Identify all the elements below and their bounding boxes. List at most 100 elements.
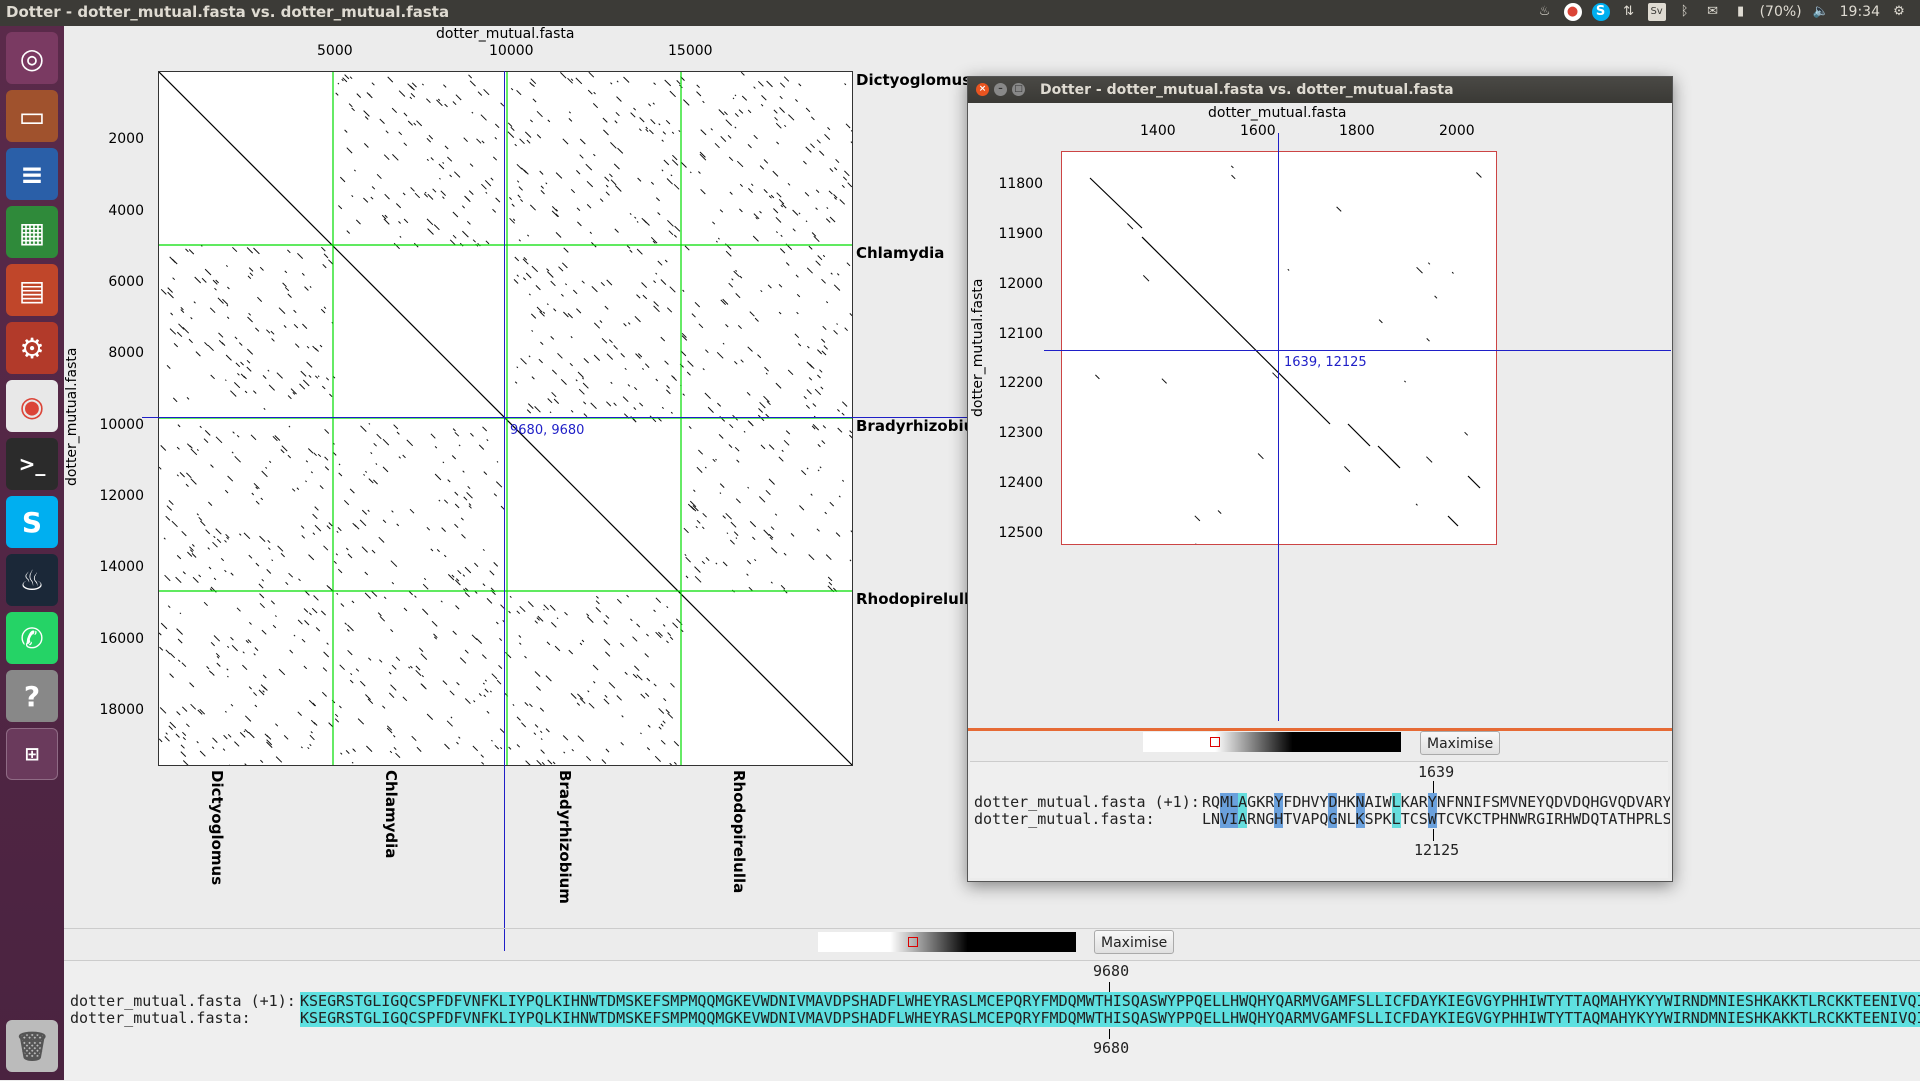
skype-icon[interactable]: S xyxy=(1592,3,1610,21)
zoom-crosshair-horizontal[interactable] xyxy=(1044,350,1671,351)
dotplot-dot xyxy=(698,172,700,174)
dotplot-dot xyxy=(325,467,329,471)
volume-icon[interactable]: 🔈 xyxy=(1812,3,1830,21)
writer-icon[interactable]: ≡ xyxy=(6,148,58,200)
skype-launcher-icon[interactable]: S xyxy=(6,496,58,548)
dotplot-dot xyxy=(249,555,252,558)
residue: N xyxy=(1256,810,1265,828)
dotplot-dot xyxy=(614,345,618,349)
zoom-greyramp-tool[interactable] xyxy=(1143,732,1401,752)
mail-icon[interactable]: ✉ xyxy=(1704,3,1722,21)
dotplot-dot xyxy=(336,554,338,556)
dotplot-dot xyxy=(474,563,478,567)
dotplot-dot xyxy=(610,142,616,148)
zoom-crosshair-vertical[interactable] xyxy=(1278,133,1279,721)
battery-icon[interactable]: ▮ xyxy=(1732,3,1750,21)
dotplot-dot xyxy=(727,533,728,534)
dotplot-dot xyxy=(605,177,609,181)
dotplot-dot xyxy=(166,650,170,654)
system-settings-icon[interactable]: ⚙ xyxy=(6,322,58,374)
close-icon[interactable]: × xyxy=(976,83,989,96)
zoom-alignment-seq-2[interactable]: LNVIARNGHTVAPQGNLKSPKLTCSWTCVKCTPHNWRGIR… xyxy=(1202,810,1670,828)
greyramp-tool[interactable] xyxy=(818,932,1076,952)
battery-percent[interactable]: (70%) xyxy=(1760,4,1802,20)
dotplot-dot xyxy=(643,295,647,299)
network-icon[interactable]: ⇅ xyxy=(1620,3,1638,21)
dotplot-dot xyxy=(492,674,497,679)
terminal-icon[interactable]: >_ xyxy=(6,438,58,490)
impress-icon[interactable]: ▤ xyxy=(6,264,58,316)
residue: K xyxy=(1256,793,1265,811)
dotplot-canvas[interactable] xyxy=(158,71,853,766)
dotplot-dot xyxy=(769,445,774,450)
whatsapp-icon[interactable]: ✆ xyxy=(6,612,58,664)
dotplot-dot xyxy=(611,180,616,185)
dotplot-dot xyxy=(776,232,777,233)
zoom-maximise-button[interactable]: Maximise xyxy=(1420,731,1500,755)
calc-icon[interactable]: ▦ xyxy=(6,206,58,258)
dotplot-dot xyxy=(243,652,245,654)
dotplot-dot xyxy=(748,110,751,113)
chrome-launcher-icon[interactable]: ◉ xyxy=(6,380,58,432)
maximize-icon[interactable]: □ xyxy=(1012,83,1025,96)
dotplot-dot xyxy=(578,736,584,742)
dotplot-dot xyxy=(617,696,622,701)
dotplot-dot xyxy=(231,637,234,640)
dotplot-dot xyxy=(281,450,284,453)
bluetooth-icon[interactable]: ᛒ xyxy=(1676,3,1694,21)
dotplot-dot xyxy=(343,78,347,82)
zoom-panel-divider[interactable] xyxy=(968,728,1672,731)
dotplot-dot xyxy=(1416,504,1418,506)
dotplot-dot xyxy=(579,389,584,394)
dotplot-dot xyxy=(303,380,309,386)
dotplot-dot xyxy=(637,675,643,681)
ubuntu-dash-icon[interactable]: ◎ xyxy=(6,32,58,84)
dotplot-dot xyxy=(215,288,217,290)
dotplot-dot xyxy=(1404,381,1405,382)
dotplot-dot xyxy=(159,739,162,742)
dotplot-dot xyxy=(672,132,674,134)
residue: M xyxy=(1220,793,1229,811)
dotplot-dot xyxy=(356,220,360,224)
dotplot-dot xyxy=(527,235,528,236)
crosshair-vertical[interactable] xyxy=(504,71,505,951)
alignment-seq-2[interactable]: KSEGRSTGLIGQCSPFDFVNFKLIYPQLKIHNWTDMSKEF… xyxy=(300,1009,1920,1027)
dotplot-dot xyxy=(776,123,781,128)
files-icon[interactable]: ▭ xyxy=(6,90,58,142)
maximise-button[interactable]: Maximise xyxy=(1094,930,1174,954)
dotplot-dot xyxy=(365,593,371,599)
dotplot-dot xyxy=(202,278,206,282)
residue: F xyxy=(1283,793,1292,811)
dotplot-dot xyxy=(211,465,214,468)
clock[interactable]: 19:34 xyxy=(1840,4,1880,20)
settings-icon[interactable]: ⚙ xyxy=(1890,3,1908,21)
residue: L xyxy=(1654,810,1663,828)
dotplot-dot xyxy=(764,530,770,536)
dotplot-dot xyxy=(766,373,767,374)
chrome-icon[interactable]: ● xyxy=(1564,3,1582,21)
trash-icon[interactable]: 🗑 xyxy=(6,1020,58,1072)
dotplot-dot xyxy=(750,312,755,317)
zoom-x-axis-title: dotter_mutual.fasta xyxy=(1208,105,1346,121)
dotplot-dot xyxy=(844,171,849,176)
dotplot-dot xyxy=(665,80,671,86)
alignment-seq-1[interactable]: KSEGRSTGLIGQCSPFDFVNFKLIYPQLKIHNWTDMSKEF… xyxy=(300,992,1920,1010)
dotplot-dot xyxy=(620,643,624,647)
dotplot-dot xyxy=(225,711,226,712)
keyboard-sv-icon[interactable]: Sv xyxy=(1648,3,1666,21)
workspaces-icon[interactable]: ⊞ xyxy=(6,728,58,780)
zoom-greyramp-marker[interactable] xyxy=(1210,737,1220,747)
y-tick: 4000 xyxy=(84,203,144,219)
zoom-alignment-seq-1[interactable]: RQMLAGKRYFDHVYDHKNAIWLKARYNFNNIFSMVNEYQD… xyxy=(1202,793,1670,811)
dotplot-dot xyxy=(532,377,535,380)
zoom-window-titlebar[interactable]: × – □ Dotter - dotter_mutual.fasta vs. d… xyxy=(968,77,1672,103)
greyramp-marker[interactable] xyxy=(908,937,918,947)
steam-icon[interactable]: ♨ xyxy=(1536,3,1554,21)
dotplot-dot xyxy=(627,246,630,249)
dotplot-dot xyxy=(630,250,633,253)
help-icon[interactable]: ? xyxy=(6,670,58,722)
zoom-dotplot-canvas[interactable] xyxy=(1061,151,1497,545)
dotplot-dot xyxy=(422,609,428,615)
steam-launcher-icon[interactable]: ♨ xyxy=(6,554,58,606)
minimize-icon[interactable]: – xyxy=(994,83,1007,96)
